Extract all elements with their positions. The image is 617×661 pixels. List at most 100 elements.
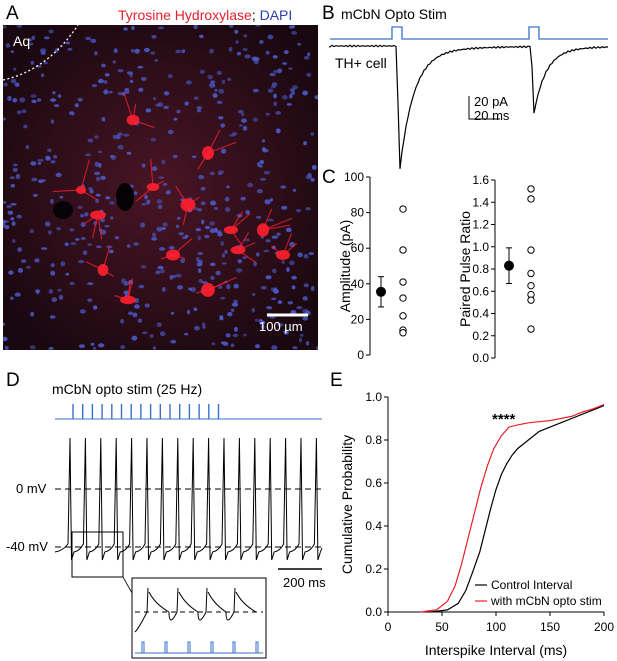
dapi-nucleus: [259, 40, 264, 44]
amp-data-point: [399, 205, 407, 213]
dapi-nucleus: [31, 177, 38, 182]
dapi-nucleus: [104, 224, 110, 228]
b-stim-trace: [330, 26, 608, 40]
dapi-nucleus: [170, 339, 177, 344]
dapi-nucleus: [152, 97, 157, 101]
dapi-nucleus: [190, 287, 196, 293]
dapi-nucleus: [263, 249, 270, 253]
dapi-nucleus: [193, 308, 198, 311]
dapi-nucleus: [273, 93, 277, 99]
dapi-nucleus: [292, 188, 297, 192]
th-process: [102, 269, 115, 277]
dapi-nucleus: [9, 176, 15, 180]
dapi-nucleus: [244, 54, 251, 59]
dapi-nucleus: [154, 59, 159, 62]
dapi-nucleus: [228, 134, 235, 137]
th-process: [262, 217, 293, 231]
micrograph-title: Tyrosine Hydroxylase; DAPI: [118, 7, 292, 23]
dapi-nucleus: [53, 104, 60, 108]
e-y-tick-label: 0.0: [365, 605, 382, 619]
dapi-nucleus: [267, 218, 274, 222]
th-process: [237, 242, 256, 251]
dapi-nucleus: [14, 82, 20, 87]
th-process: [207, 281, 227, 291]
dapi-nucleus: [231, 302, 239, 307]
dapi-nucleus: [160, 268, 165, 274]
dapi-nucleus: [221, 148, 227, 154]
dapi-nucleus: [259, 318, 263, 324]
dapi-nucleus: [30, 345, 36, 350]
dapi-nucleus: [10, 183, 15, 188]
dapi-nucleus: [271, 345, 278, 350]
dapi-nucleus: [207, 74, 213, 80]
dapi-nucleus: [150, 137, 157, 142]
dapi-nucleus: [16, 214, 22, 219]
dapi-nucleus: [210, 200, 217, 206]
dapi-nucleus: [275, 128, 281, 134]
dapi-nucleus: [129, 79, 134, 83]
dapi-nucleus: [35, 289, 41, 293]
dapi-nucleus: [84, 212, 89, 217]
dapi-nucleus: [40, 73, 45, 78]
dapi-nucleus: [92, 305, 98, 310]
dapi-nucleus: [277, 300, 283, 304]
dapi-nucleus: [77, 205, 83, 209]
dapi-nucleus: [65, 41, 70, 45]
dapi-nucleus: [109, 249, 114, 254]
ppr-data-point: [527, 269, 535, 278]
dapi-nucleus: [67, 47, 73, 51]
dapi-nucleus: [3, 336, 8, 342]
dapi-nucleus: [114, 236, 119, 240]
e-x-tick-label: 100: [486, 620, 506, 634]
e-significance: ****: [492, 411, 516, 428]
dapi-nucleus: [38, 179, 44, 184]
dapi-nucleus: [141, 77, 147, 81]
dapi-nucleus: [17, 268, 23, 273]
dapi-nucleus: [131, 26, 135, 30]
b-current-trace: [329, 44, 609, 169]
dapi-nucleus: [138, 284, 145, 289]
dapi-nucleus: [142, 163, 146, 168]
dapi-nucleus: [214, 227, 218, 233]
dapi-nucleus: [57, 94, 62, 98]
dapi-nucleus: [141, 265, 147, 269]
dapi-nucleus: [159, 247, 166, 251]
dapi-nucleus: [230, 343, 235, 348]
dapi-nucleus: [256, 189, 263, 194]
dapi-nucleus: [48, 289, 53, 294]
dapi-nucleus: [209, 171, 215, 176]
dapi-nucleus: [134, 304, 140, 309]
dapi-nucleus: [227, 77, 232, 81]
dapi-nucleus: [28, 42, 34, 46]
dapi-nucleus: [53, 155, 58, 159]
dapi-nucleus: [200, 201, 206, 206]
dapi-nucleus: [197, 207, 203, 212]
dapi-nucleus: [281, 260, 285, 265]
dapi-nucleus: [201, 219, 205, 225]
dapi-nucleus: [204, 234, 210, 239]
dapi-nucleus: [202, 322, 206, 328]
e-y-tick-label: 0.2: [365, 562, 382, 576]
dapi-nucleus: [271, 82, 278, 87]
d-minus40-mv: -40 mV: [6, 539, 48, 554]
dapi-nucleus: [144, 303, 150, 308]
dapi-nucleus: [59, 294, 64, 300]
dapi-nucleus: [10, 203, 17, 206]
dapi-nucleus: [303, 141, 307, 146]
th-process: [152, 180, 164, 188]
dapi-nucleus: [311, 164, 317, 170]
dapi-nucleus: [96, 245, 102, 249]
dapi-nucleus: [90, 38, 97, 43]
dapi-nucleus: [109, 201, 115, 205]
dapi-nucleus: [48, 29, 54, 34]
dapi-nucleus: [176, 109, 181, 114]
dapi-nucleus: [123, 281, 130, 286]
d-voltage-trace: [54, 437, 323, 561]
th-process: [132, 119, 155, 129]
dapi-nucleus: [221, 253, 226, 258]
dapi-nucleus: [92, 346, 97, 350]
th-process: [84, 214, 99, 225]
dapi-nucleus: [243, 333, 247, 337]
dapi-nucleus: [291, 275, 297, 280]
